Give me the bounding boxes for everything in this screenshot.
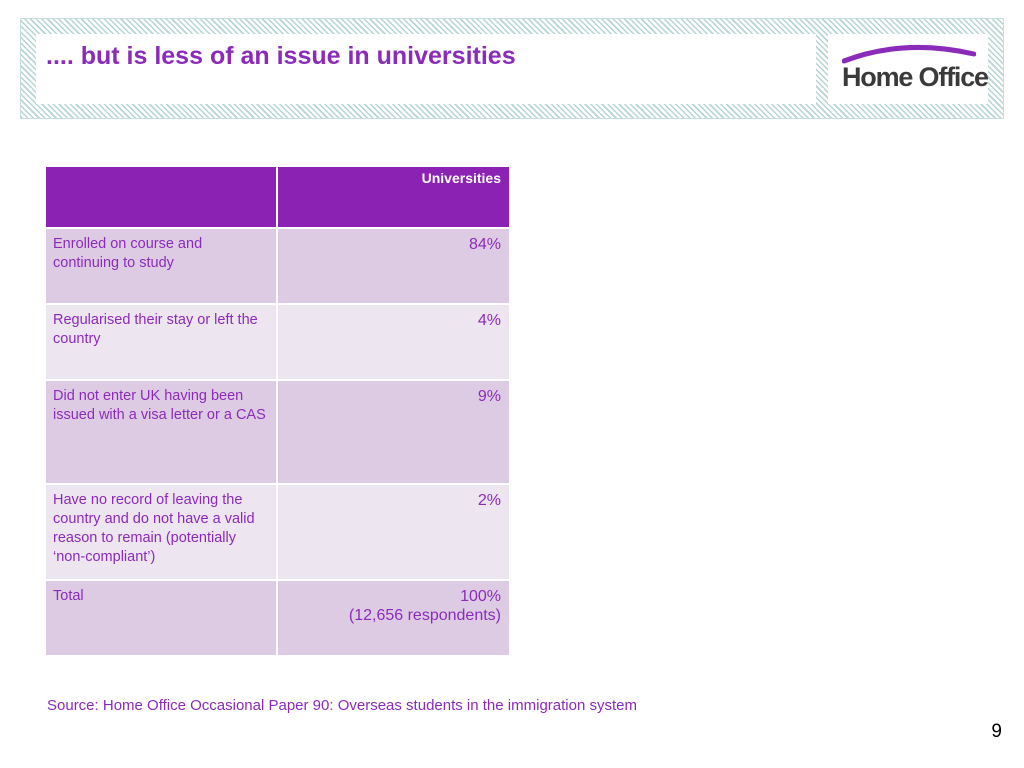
total-label: Total — [44, 579, 278, 657]
slide-title: .... but is less of an issue in universi… — [46, 42, 516, 70]
table-row-total: Total 100% (12,656 respondents) — [44, 579, 511, 657]
home-office-logo: Home Office — [828, 34, 989, 104]
table-row: Have no record of leaving the country an… — [44, 483, 511, 581]
title-box: .... but is less of an issue in universi… — [36, 34, 816, 104]
source-note: Source: Home Office Occasional Paper 90:… — [47, 697, 637, 714]
universities-column-header: Universities — [276, 165, 511, 229]
table-row: Did not enter UK having been issued with… — [44, 379, 511, 485]
row-value: 4% — [276, 303, 511, 381]
row-value: 9% — [276, 379, 511, 485]
logo-arc-icon — [842, 44, 976, 64]
table-row: Enrolled on course and continuing to stu… — [44, 227, 511, 305]
page-number: 9 — [991, 721, 1002, 742]
respondents-count: (12,656 respondents) — [348, 607, 501, 624]
table-row: Regularised their stay or left the count… — [44, 303, 511, 381]
corner-header-cell — [44, 165, 278, 229]
row-label: Have no record of leaving the country an… — [44, 483, 278, 581]
row-label: Did not enter UK having been issued with… — [44, 379, 278, 485]
row-label: Enrolled on course and continuing to stu… — [44, 227, 278, 305]
table-header-row: Universities — [44, 165, 511, 229]
results-table: Universities Enrolled on course and cont… — [44, 165, 511, 657]
row-label: Regularised their stay or left the count… — [44, 303, 278, 381]
row-value: 2% — [276, 483, 511, 581]
row-value: 84% — [276, 227, 511, 305]
total-value: 100% (12,656 respondents) — [276, 579, 511, 657]
total-percent: 100% — [460, 588, 501, 605]
logo-text: Home Office — [842, 62, 989, 92]
